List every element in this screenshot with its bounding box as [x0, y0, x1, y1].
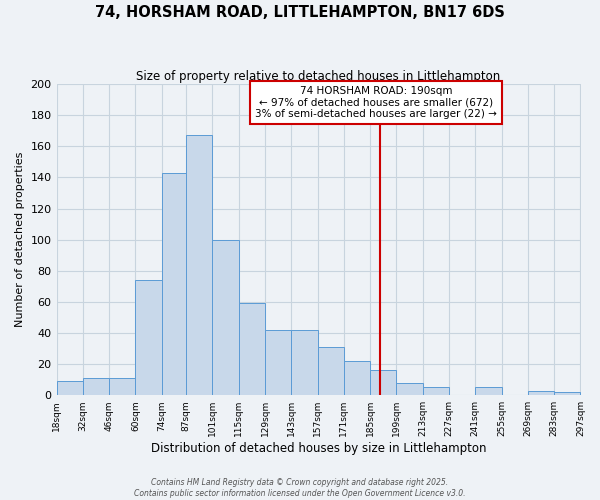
Bar [423, 388, 449, 395]
Bar [265, 330, 291, 395]
Title: Size of property relative to detached houses in Littlehampton: Size of property relative to detached ho… [136, 70, 500, 83]
Bar [397, 383, 423, 395]
Bar [83, 378, 109, 395]
Bar [109, 378, 136, 395]
Bar [370, 370, 397, 395]
Bar [554, 392, 580, 395]
Text: 74 HORSHAM ROAD: 190sqm
← 97% of detached houses are smaller (672)
3% of semi-de: 74 HORSHAM ROAD: 190sqm ← 97% of detache… [255, 86, 497, 119]
Bar [239, 304, 265, 395]
Y-axis label: Number of detached properties: Number of detached properties [15, 152, 25, 328]
Bar [162, 173, 186, 395]
Bar [291, 330, 317, 395]
Bar [136, 280, 162, 395]
Bar [317, 347, 344, 395]
Text: Contains HM Land Registry data © Crown copyright and database right 2025.
Contai: Contains HM Land Registry data © Crown c… [134, 478, 466, 498]
Bar [212, 240, 239, 395]
Bar [344, 361, 370, 395]
Bar [528, 390, 554, 395]
Text: 74, HORSHAM ROAD, LITTLEHAMPTON, BN17 6DS: 74, HORSHAM ROAD, LITTLEHAMPTON, BN17 6D… [95, 5, 505, 20]
Bar [475, 388, 502, 395]
Bar [56, 381, 83, 395]
Bar [186, 136, 212, 395]
X-axis label: Distribution of detached houses by size in Littlehampton: Distribution of detached houses by size … [151, 442, 486, 455]
